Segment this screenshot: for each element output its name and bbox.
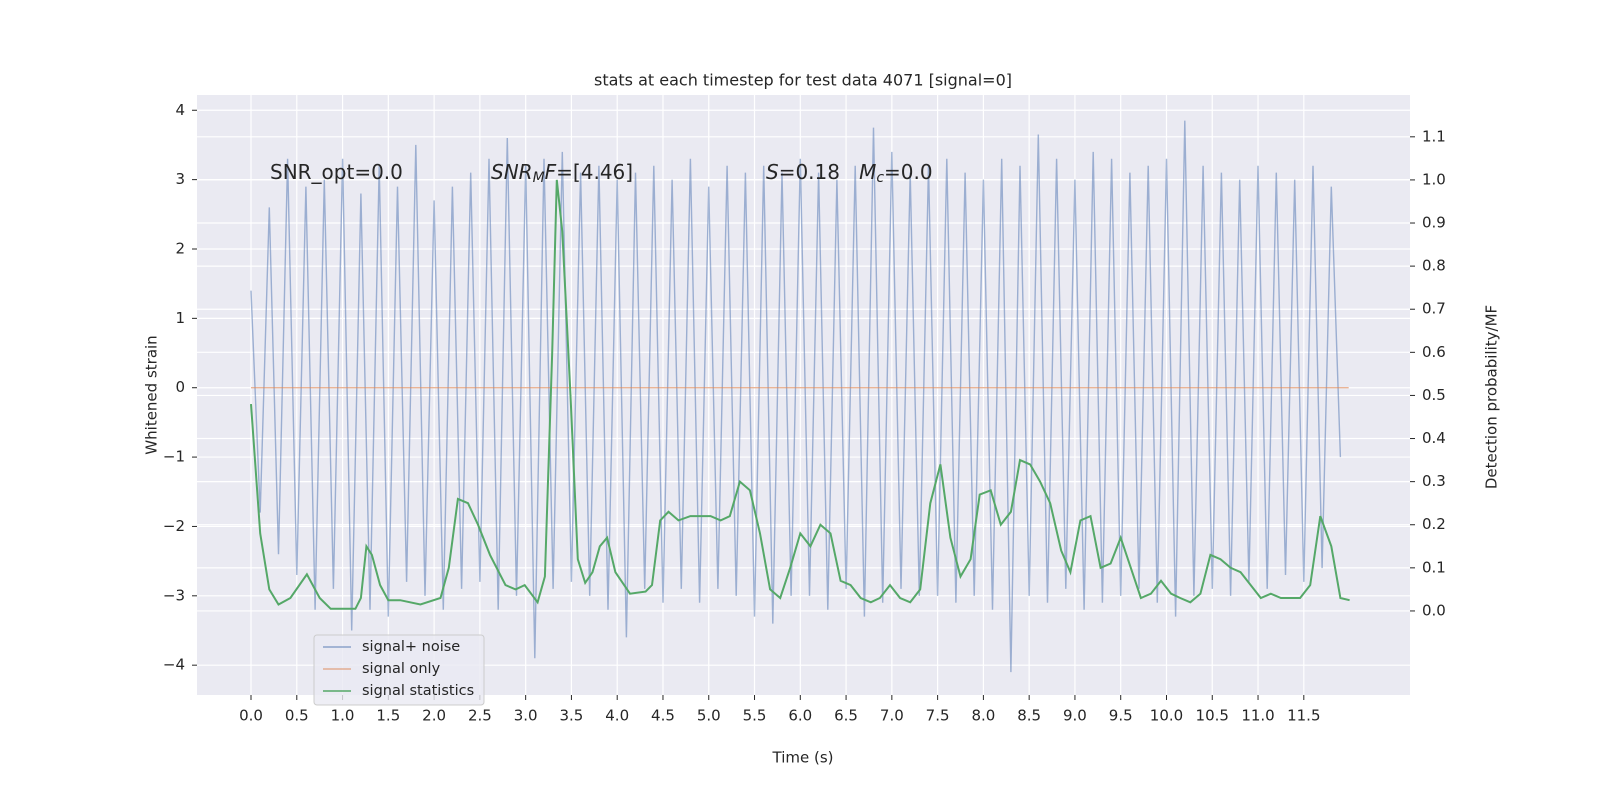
x-tick-label: 0.5 [285, 707, 309, 725]
x-tick-label: 9.0 [1063, 707, 1087, 725]
x-tick-label: 8.5 [1017, 707, 1041, 725]
x-tick-label: 4.5 [651, 707, 675, 725]
x-tick-label: 2.5 [468, 707, 492, 725]
x-tick-label: 6.0 [788, 707, 812, 725]
legend-label: signal+ noise [362, 639, 460, 655]
annotation: SNR_opt=0.0 [270, 160, 403, 184]
y-axis-label: Whitened strain [143, 335, 161, 454]
annotation: S=0.18 Mc=0.0 [766, 160, 933, 187]
y-tick-label: 0 [175, 378, 185, 396]
x-tick-label: 0.0 [239, 707, 263, 725]
y-tick-label: −3 [163, 586, 185, 604]
annotation-part: =0.0 [884, 160, 933, 184]
y-tick-label: −2 [163, 517, 185, 535]
x-tick-label: 10.0 [1150, 707, 1183, 725]
annotation-part: SNR [491, 160, 533, 184]
x-tick-label: 7.0 [880, 707, 904, 725]
x-tick-label: 11.5 [1287, 707, 1320, 725]
y-tick-label: −1 [163, 448, 185, 466]
x-tick-label: 6.5 [834, 707, 858, 725]
y2-tick-label: 0.4 [1422, 429, 1446, 447]
x-tick-label: 3.0 [514, 707, 538, 725]
annotation-part: S [766, 160, 779, 184]
y-tick-label: 3 [175, 170, 185, 188]
y2-tick-label: 1.1 [1422, 127, 1446, 145]
y-tick-label: −4 [163, 656, 185, 674]
x-tick-label: 9.5 [1109, 707, 1133, 725]
annotation-part: =[4.46] [556, 160, 633, 184]
y-tick-label: 4 [175, 101, 185, 119]
x-axis-label: Time (s) [772, 749, 834, 767]
x-tick-label: 5.5 [743, 707, 767, 725]
annotation-part: c [876, 170, 884, 186]
x-tick-label: 10.5 [1196, 707, 1229, 725]
x-tick-label: 1.0 [331, 707, 355, 725]
annotation-part: F [545, 160, 557, 184]
x-tick-label: 4.0 [605, 707, 629, 725]
annotation-part: M [859, 160, 876, 184]
x-tick-label: 8.0 [971, 707, 995, 725]
marks [250, 120, 1350, 673]
y2-tick-label: 1.0 [1422, 170, 1446, 188]
y-tick-label: 2 [175, 239, 185, 257]
x-tick-label: 3.5 [559, 707, 583, 725]
x-tick-label: 5.0 [697, 707, 721, 725]
y2-tick-label: 0.8 [1422, 257, 1446, 275]
y2-tick-label: 0.5 [1422, 386, 1446, 404]
y2-tick-label: 0.7 [1422, 300, 1446, 318]
x-tick-label: 11.0 [1241, 707, 1274, 725]
y2-tick-label: 0.0 [1422, 601, 1446, 619]
legend-label: signal only [362, 661, 441, 677]
legend-label: signal statistics [362, 683, 474, 699]
annotation-part: =0.18 [779, 160, 859, 184]
y2-tick-label: 0.9 [1422, 214, 1446, 232]
y2-axis-label: Detection probability/MF [1483, 305, 1501, 489]
y2-tick-label: 0.3 [1422, 472, 1446, 490]
x-tick-label: 7.5 [926, 707, 950, 725]
y-tick-label: 1 [175, 309, 185, 327]
annotation-part: SNR_opt=0.0 [270, 160, 403, 184]
x-tick-label: 1.5 [376, 707, 400, 725]
x-tick-label: 2.0 [422, 707, 446, 725]
labels: 0.0 0.5 1.0 1.5 2.0 2.5 3.0 3.5 4.0 4.5 5.0 5.5 6.0 6… [163, 101, 1446, 725]
legend-box [313, 634, 485, 706]
y2-tick-label: 0.2 [1422, 515, 1446, 533]
series-line [250, 179, 1350, 610]
annotation-part: M [533, 170, 545, 186]
y2-tick-label: 0.1 [1422, 558, 1446, 576]
chart-title: stats at each timestep for test data 407… [594, 71, 1012, 90]
series-line [250, 120, 1342, 673]
annotation: SNRMF=[4.46] [491, 160, 633, 187]
y2-tick-label: 0.6 [1422, 343, 1446, 361]
